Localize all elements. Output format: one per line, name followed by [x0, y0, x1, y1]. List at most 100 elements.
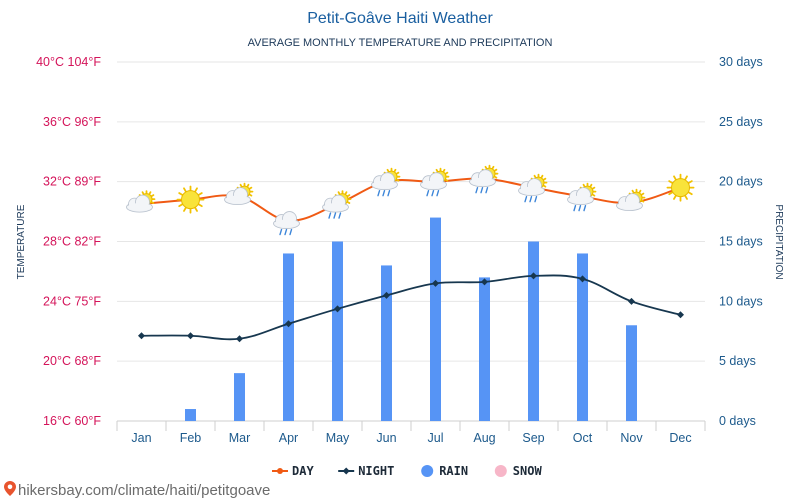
- rain-drop: [475, 186, 479, 194]
- sun-ray: [148, 191, 152, 196]
- legend-circle-swatch: [421, 465, 434, 477]
- night-point: [236, 335, 243, 343]
- sun-ray: [178, 192, 184, 196]
- chart-title: Petit-Goâve Haiti Weather: [307, 10, 493, 27]
- sun-cloud-rain-icon: [469, 164, 499, 194]
- axes: 16°C 60°F 0 days 20°C 68°F 5 days 24°C 75°F 1…: [36, 55, 763, 445]
- rain-bar: [185, 409, 196, 421]
- night-point: [432, 279, 439, 287]
- legend-point-swatch: [277, 468, 283, 474]
- rain-drop: [284, 228, 288, 236]
- night-point: [334, 305, 341, 313]
- rain-drop: [387, 189, 391, 197]
- sun-icon: [176, 185, 205, 214]
- sun-cloud-icon: [224, 182, 254, 206]
- temperature-lines: [138, 176, 684, 343]
- sun-ray: [444, 178, 449, 182]
- night-point: [677, 311, 684, 319]
- sun-ray: [178, 203, 184, 208]
- legend-item-night: NIGHT: [338, 464, 394, 478]
- sun-ray: [444, 171, 449, 175]
- night-point: [285, 320, 292, 328]
- sun-ray: [150, 201, 155, 204]
- sun-ray: [194, 206, 198, 212]
- x-tick-label: Mar: [229, 431, 251, 445]
- sun-ray: [668, 180, 674, 184]
- cloud-fill: [274, 219, 299, 228]
- sun-ray: [484, 165, 488, 170]
- sun-ray: [248, 193, 253, 197]
- rain-drop: [529, 195, 533, 203]
- sun-ray: [393, 168, 397, 173]
- legend-item-day: DAY: [272, 464, 314, 478]
- sun-ray: [344, 191, 348, 196]
- cloud-fill: [421, 180, 446, 189]
- rain-drop: [480, 186, 484, 194]
- cloud-fill: [519, 186, 544, 195]
- right-tick-label: 25 days: [719, 115, 763, 129]
- sun-ray: [337, 191, 341, 196]
- sun-ray: [442, 168, 446, 173]
- sun-ray: [150, 194, 155, 198]
- rain-bar: [479, 277, 490, 421]
- right-tick-label: 10 days: [719, 294, 763, 308]
- rain-bar: [381, 265, 392, 421]
- rain-drop: [382, 189, 386, 197]
- legend-item-rain: RAIN: [421, 464, 468, 478]
- left-tick-label: 16°C 60°F: [43, 414, 101, 428]
- sun-disc: [671, 178, 690, 198]
- night-point: [383, 291, 390, 299]
- sun-ray: [640, 192, 645, 196]
- footer-url[interactable]: hikersbay.com/climate/haiti/petitgoave: [18, 482, 270, 499]
- legend-label: SNOW: [513, 464, 543, 478]
- sun-ray: [533, 174, 537, 179]
- sun-ray: [542, 177, 547, 181]
- sun-ray: [591, 193, 596, 197]
- rain-drop: [485, 186, 489, 194]
- night-line: [141, 274, 681, 341]
- sun-ray: [246, 183, 250, 188]
- footer-link[interactable]: hikersbay.com/climate/haiti/petitgoave: [4, 481, 270, 499]
- left-axis-label: TEMPERATURE: [16, 204, 27, 279]
- sun-icon: [666, 173, 695, 202]
- night-point: [628, 297, 635, 305]
- sun-cloud-rain-icon: [518, 173, 548, 203]
- sun-ray: [395, 171, 400, 175]
- x-tick-label: Jul: [428, 431, 444, 445]
- sun-ray: [346, 194, 351, 198]
- night-point: [530, 272, 537, 280]
- x-tick-label: Feb: [180, 431, 202, 445]
- sun-ray: [591, 186, 596, 190]
- left-tick-label: 36°C 96°F: [43, 115, 101, 129]
- grid: [117, 61, 705, 422]
- right-tick-label: 30 days: [719, 55, 763, 69]
- left-tick-label: 24°C 75°F: [43, 294, 101, 308]
- sun-ray: [631, 189, 635, 194]
- sun-ray: [493, 175, 498, 179]
- legend-label: NIGHT: [358, 464, 394, 478]
- sun-ray: [673, 175, 677, 181]
- legend-item-snow: SNOW: [494, 464, 543, 478]
- sun-cloud-rain-icon: [371, 167, 401, 197]
- sun-ray: [673, 194, 677, 200]
- night-point: [481, 278, 488, 286]
- sun-ray: [346, 201, 351, 204]
- left-tick-label: 32°C 89°F: [43, 175, 101, 189]
- rain-bar: [577, 253, 588, 421]
- sun-ray: [687, 191, 693, 196]
- rain-bar: [234, 373, 245, 421]
- x-tick-label: Oct: [573, 431, 593, 445]
- left-tick-label: 20°C 68°F: [43, 354, 101, 368]
- sun-ray: [194, 187, 198, 193]
- cloud-fill: [323, 203, 348, 212]
- rain-drop: [524, 195, 528, 203]
- chart-subtitle: AVERAGE MONTHLY TEMPERATURE AND PRECIPIT…: [248, 37, 553, 49]
- sun-cloud-icon: [126, 190, 156, 213]
- night-point: [138, 332, 145, 340]
- rain-bar: [332, 241, 343, 421]
- day-line: [141, 177, 681, 222]
- rain-drop: [436, 189, 440, 197]
- rain-drop: [431, 189, 435, 197]
- sun-ray: [668, 191, 674, 196]
- sun-ray: [491, 165, 495, 170]
